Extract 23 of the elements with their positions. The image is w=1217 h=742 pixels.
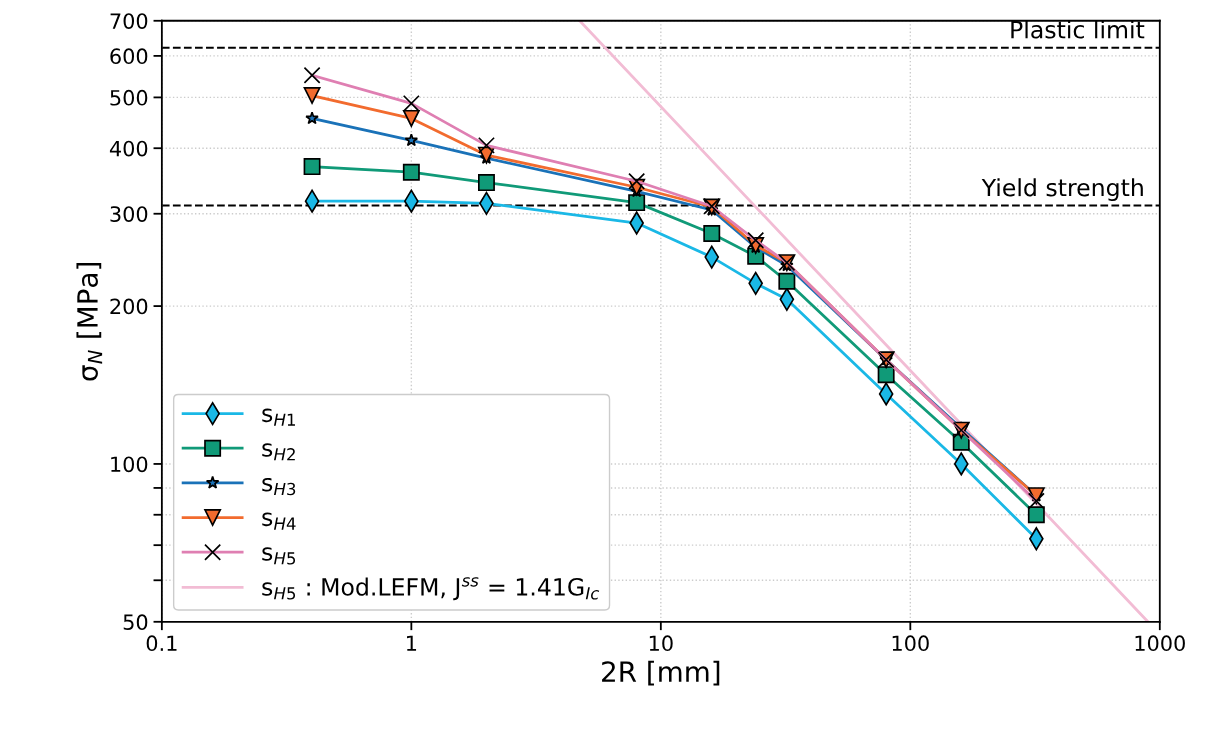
y-tick-label: 700 [110, 13, 148, 29]
x-axis-title: 2R [mm] [602, 660, 720, 686]
legend-label: s$_{H4}$ [262, 512, 296, 530]
y-tick-label: 300 [110, 206, 148, 222]
legend-label: s$_{H5}$ : Mod.LEFM, J$^{ss}$ = 1.41G$_{Ic}$ [262, 577, 600, 601]
legend-label: s$_{H2}$ [262, 443, 295, 461]
legend-label: s$_{H5}$ [262, 547, 296, 565]
legend-label: s$_{H1}$ [262, 408, 295, 426]
y-tick-label: 600 [110, 48, 148, 65]
legend-label: s$_{H3}$ [262, 477, 296, 496]
y-tick-label: 50 [123, 614, 148, 631]
y-tick-label: 200 [110, 298, 148, 315]
x-tick-label: 1000 [1135, 635, 1185, 652]
y-tick-label: 100 [111, 456, 148, 473]
y-tick-label: 500 [110, 89, 148, 106]
y-tick-label: 400 [109, 140, 148, 157]
x-tick-label: 1 [407, 635, 417, 651]
y-axis-title: σ$_{N}$ [MPa] [76, 263, 103, 381]
x-tick-label: 100 [892, 635, 929, 652]
x-tick-label: 0.1 [146, 635, 177, 652]
x-tick-label: 10 [649, 635, 673, 652]
ref-line-label: Yield strength [981, 178, 1143, 202]
ref-line-label: Plastic limit [1011, 20, 1145, 39]
